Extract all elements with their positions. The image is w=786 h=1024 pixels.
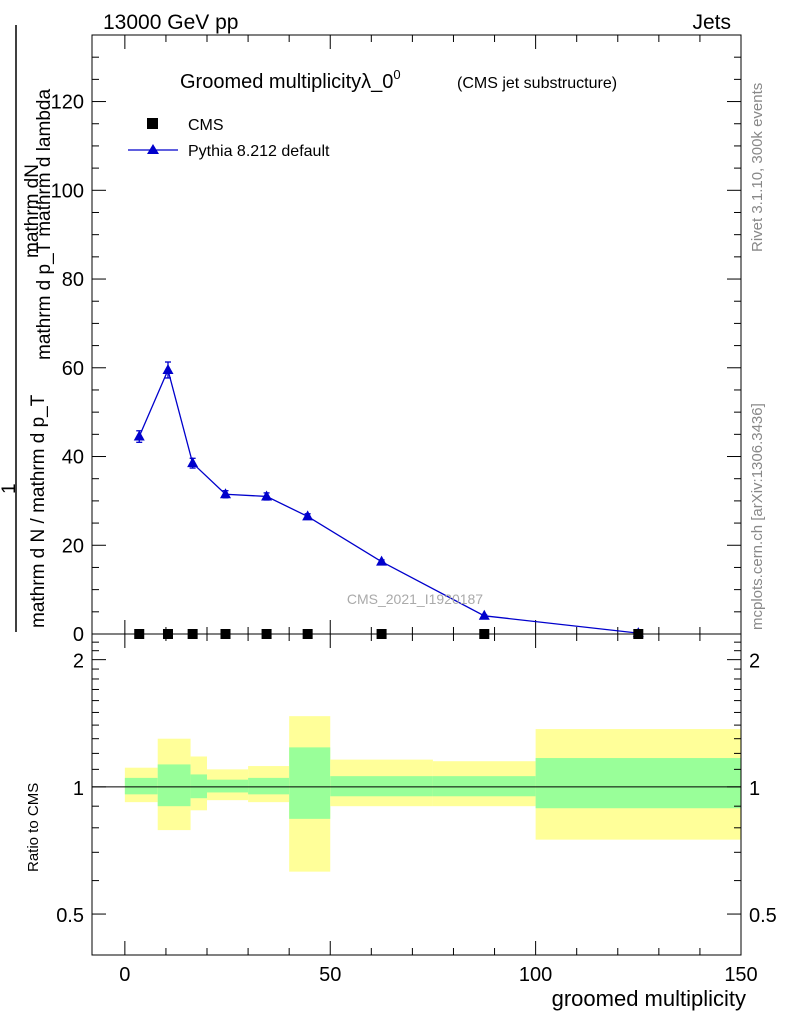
ratio-inner-band xyxy=(330,776,433,797)
pythia-point xyxy=(478,609,490,620)
watermark-label: CMS_2021_I1920187 xyxy=(347,591,483,607)
ratio-x-tick-label: 0 xyxy=(119,964,130,986)
ratio-inner-band xyxy=(190,774,208,799)
legend-cms-label: CMS xyxy=(188,117,224,134)
pythia-point xyxy=(162,363,174,374)
ratio-y-tick-label-right: 1 xyxy=(749,778,760,800)
main-chart-title-superscript: 0 xyxy=(393,67,400,82)
pythia-point xyxy=(187,457,199,468)
main-chart-subtitle: (CMS jet substructure) xyxy=(457,75,617,92)
ratio-plot-frame xyxy=(91,633,742,956)
main-y-tick-label: 0 xyxy=(73,624,84,646)
ratio-x-tick-label: 50 xyxy=(319,964,341,986)
rivet-version-label: Rivet 3.1.10, 300k events xyxy=(749,83,766,252)
header-energy-label: 13000 GeV pp xyxy=(103,11,238,34)
pythia-point xyxy=(302,510,314,521)
ratio-y-axis-title: Ratio to CMS xyxy=(25,783,42,872)
ratio-inner-band xyxy=(157,764,191,807)
ratio-bands-layer xyxy=(92,716,741,872)
y-title-denominator: mathrm d N / mathrm d p_T xyxy=(28,394,49,628)
legend-cms-marker xyxy=(147,118,158,129)
ratio-x-tick-label: 150 xyxy=(724,964,757,986)
ratio-y-tick-label-left: 0.5 xyxy=(56,905,84,927)
ratio-y-tick-labels: 0.5 0.5 1 1 2 2 xyxy=(56,651,777,927)
ratio-y-tick-label-right: 2 xyxy=(749,651,760,673)
legend-pythia-label: Pythia 8.212 default xyxy=(188,143,330,160)
main-axis-ticks xyxy=(92,34,742,635)
legend: CMS Pythia 8.212 default xyxy=(128,117,330,160)
legend-pythia-marker xyxy=(147,144,159,154)
ratio-y-tick-label-right: 0.5 xyxy=(749,905,777,927)
main-y-tick-label: 20 xyxy=(62,535,84,557)
ratio-inner-band xyxy=(432,776,536,797)
main-chart-title-text: Groomed multiplicityλ_0 xyxy=(180,71,393,93)
ratio-x-axis-title: groomed multiplicity xyxy=(552,986,746,1011)
main-y-axis-title: mathrm dN mathrm d p_T mathrm d lambda 1… xyxy=(0,25,55,632)
y-title-mid: mathrm d p_T mathrm d lambda xyxy=(34,89,55,360)
main-y-tick-labels: 0 20 40 60 80 100 120 xyxy=(51,92,84,646)
pythia-point xyxy=(133,430,145,441)
y-title-one: 1 xyxy=(0,483,20,494)
main-y-tick-label: 100 xyxy=(51,180,84,202)
mcplots-label: mcplots.cern.ch [arXiv:1306.3436] xyxy=(749,403,766,630)
pythia-point xyxy=(261,490,273,501)
pythia-point xyxy=(219,488,231,499)
ratio-y-tick-label-left: 2 xyxy=(73,651,84,673)
y-title-numerator: mathrm dN xyxy=(22,164,43,258)
ratio-y-tick-label-left: 1 xyxy=(73,778,84,800)
ratio-axis-ticks xyxy=(92,634,742,955)
ratio-inner-band xyxy=(124,777,158,795)
ratio-inner-band xyxy=(207,779,249,793)
ratio-x-tick-labels: 0 50 100 150 xyxy=(119,964,757,986)
ratio-plot-panel: 0.5 0.5 1 1 2 2 0 50 100 150 Ratio to CMS groome… xyxy=(25,633,777,1011)
main-chart-title: Groomed multiplicityλ_00 xyxy=(180,67,401,93)
main-y-tick-label: 60 xyxy=(62,358,84,380)
main-y-tick-label: 80 xyxy=(62,269,84,291)
pythia-point xyxy=(376,555,388,566)
header-process-label: Jets xyxy=(692,11,731,34)
main-y-tick-label: 120 xyxy=(51,92,84,114)
ratio-x-tick-label: 100 xyxy=(519,964,552,986)
ratio-inner-band xyxy=(535,758,741,809)
main-y-tick-label: 40 xyxy=(62,447,84,469)
ratio-inner-band xyxy=(289,747,331,819)
ratio-inner-band xyxy=(248,777,290,795)
